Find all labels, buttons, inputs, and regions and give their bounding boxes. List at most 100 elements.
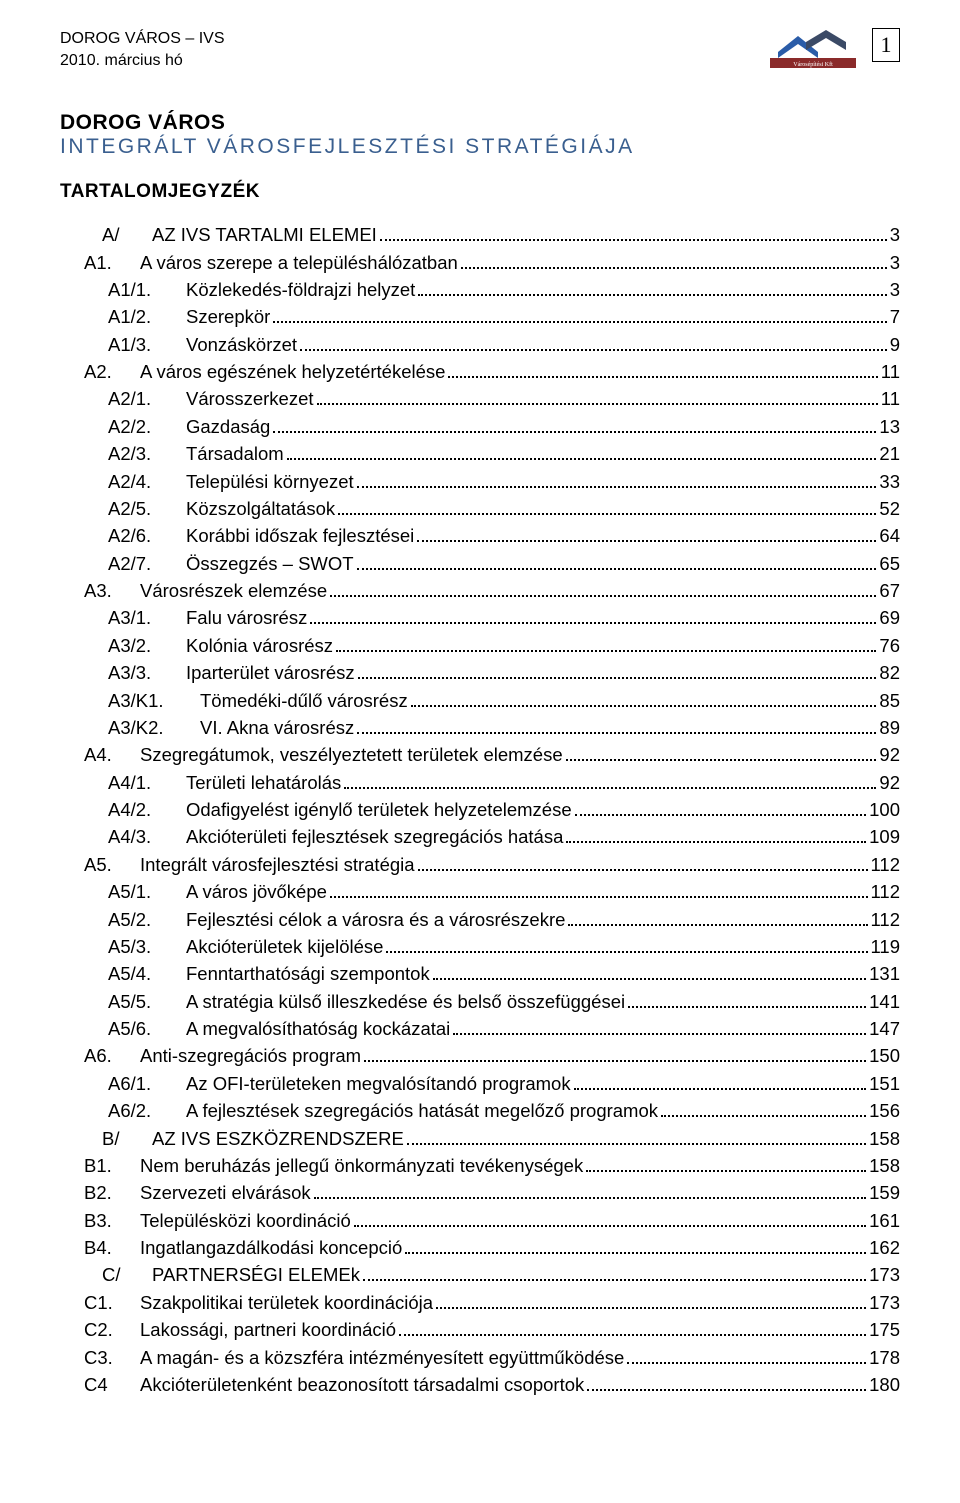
toc-entry-text: Tömedéki-dűlő városrész (200, 690, 408, 711)
toc-entry-text: Nem beruházás jellegű önkormányzati tevé… (140, 1155, 583, 1176)
toc-entry-number: A2/1. (108, 385, 186, 412)
toc-row: B/AZ IVS ESZKÖZRENDSZERE 158 (60, 1125, 900, 1152)
toc-page-number: 3 (890, 249, 900, 276)
toc-heading: TARTALOMJEGYZÉK (60, 181, 900, 203)
toc-entry-text: Odafigyelést igénylő területek helyzetel… (186, 799, 572, 820)
toc-page-number: 178 (869, 1344, 900, 1371)
toc-label: A2/4.Települési környezet (108, 468, 354, 495)
toc-entry-number: A5/1. (108, 878, 186, 905)
toc-entry-number: A2/4. (108, 468, 186, 495)
toc-leader (586, 1156, 866, 1172)
toc-entry-number: A2/7. (108, 550, 186, 577)
toc-page-number: 158 (869, 1125, 900, 1152)
toc-label: A4/3.Akcióterületi fejlesztések szegregá… (108, 823, 563, 850)
toc-page-number: 109 (869, 823, 900, 850)
toc-entry-number: A3/K2. (108, 714, 200, 741)
toc-entry-text: Városszerkezet (186, 388, 314, 409)
toc-row: A1.A város szerepe a településhálózatban… (60, 249, 900, 276)
toc-entry-text: Városrészek elemzése (140, 580, 327, 601)
toc-entry-number: A3/1. (108, 604, 186, 631)
toc-page-number: 9 (890, 331, 900, 358)
toc-row: A4.Szegregátumok, veszélyeztetett terüle… (60, 741, 900, 768)
toc-entry-text: Gazdaság (186, 416, 270, 437)
toc-label: A5/5.A stratégia külső illeszkedése és b… (108, 988, 625, 1015)
toc-entry-text: Anti-szegregációs program (140, 1045, 361, 1066)
toc-page-number: 11 (881, 385, 900, 412)
toc-entry-number: A3/K1. (108, 687, 200, 714)
toc-row: C2.Lakossági, partneri koordináció175 (60, 1316, 900, 1343)
toc-label: A2/3.Társadalom (108, 440, 284, 467)
toc-page-number: 11 (881, 358, 900, 385)
toc-label: A4/2.Odafigyelést igénylő területek hely… (108, 796, 572, 823)
toc-entry-text: Fenntarthatósági szempontok (186, 963, 430, 984)
toc-leader (314, 1184, 866, 1200)
toc-entry-number: B4. (84, 1234, 140, 1261)
toc-entry-number: A6/2. (108, 1097, 186, 1124)
toc-label: A3/K2.VI. Akna városrész (108, 714, 354, 741)
toc-entry-text: Akcióterületi fejlesztések szegregációs … (186, 826, 563, 847)
toc-label: A2/2.Gazdaság (108, 413, 270, 440)
toc-page-number: 162 (869, 1234, 900, 1261)
toc-row: A5/3.Akcióterületek kijelölése119 (60, 933, 900, 960)
toc-part-prefix: B/ (102, 1125, 152, 1152)
toc-page-number: 161 (869, 1207, 900, 1234)
toc-entry-number: A6/1. (108, 1070, 186, 1097)
toc-label: A1/2.Szerepkör (108, 303, 270, 330)
toc-entry-text: Szervezeti elvárások (140, 1182, 311, 1203)
toc-row: A6.Anti-szegregációs program150 (60, 1042, 900, 1069)
toc-entry-number: A3/3. (108, 659, 186, 686)
toc-row: A2/5.Közszolgáltatások52 (60, 495, 900, 522)
toc-entry-text: Ingatlangazdálkodási koncepció (140, 1237, 402, 1258)
toc-leader (448, 362, 877, 378)
toc-leader (568, 910, 867, 926)
toc-label: A1.A város szerepe a településhálózatban (84, 249, 458, 276)
toc-row: A5/2.Fejlesztési célok a városra és a vá… (60, 906, 900, 933)
toc-leader (661, 1101, 866, 1117)
header-line-1: DOROG VÁROS – IVS (60, 28, 224, 50)
toc-label: A3/K1.Tömedéki-dűlő városrész (108, 687, 408, 714)
toc-row: A5/6.A megvalósíthatóság kockázatai147 (60, 1015, 900, 1042)
toc-leader (364, 1047, 866, 1063)
toc-page-number: 112 (871, 906, 901, 933)
company-logo-icon: Városépítési Kft (768, 28, 858, 70)
toc-leader (627, 1348, 866, 1364)
toc-label: A3/2.Kolónia városrész (108, 632, 333, 659)
toc-row: A5/5.A stratégia külső illeszkedése és b… (60, 988, 900, 1015)
toc-leader (418, 280, 886, 296)
toc-entry-text: Integrált városfejlesztési stratégia (140, 854, 415, 875)
toc-part-prefix: C/ (102, 1261, 152, 1288)
toc-entry-number: A4/2. (108, 796, 186, 823)
toc-label: A6.Anti-szegregációs program (84, 1042, 361, 1069)
toc-label: A3/3.Iparterület városrész (108, 659, 355, 686)
toc-entry-number: C3. (84, 1344, 140, 1371)
toc-entry-number: A5/3. (108, 933, 186, 960)
toc-label: A5.Integrált városfejlesztési stratégia (84, 851, 415, 878)
toc-leader (273, 417, 876, 433)
toc-row: A3/1.Falu városrész69 (60, 604, 900, 631)
toc-page-number: 89 (879, 714, 900, 741)
toc-leader (417, 527, 876, 543)
toc-entry-text: AZ IVS TARTALMI ELEMEI (152, 224, 377, 245)
toc-row: A3/K2.VI. Akna városrész 89 (60, 714, 900, 741)
toc-entry-text: Lakossági, partneri koordináció (140, 1319, 396, 1340)
toc-entry-text: Társadalom (186, 443, 284, 464)
toc-page-number: 92 (879, 741, 900, 768)
toc-entry-text: AZ IVS ESZKÖZRENDSZERE (152, 1128, 404, 1149)
toc-row: A1/2.Szerepkör7 (60, 303, 900, 330)
toc-entry-text: Akcióterületek kijelölése (186, 936, 383, 957)
toc-leader (358, 663, 877, 679)
toc-entry-number: A4. (84, 741, 140, 768)
toc-page-number: 52 (879, 495, 900, 522)
toc-entry-text: Kolónia városrész (186, 635, 333, 656)
toc-entry-number: A5/4. (108, 960, 186, 987)
toc-row: A4/2.Odafigyelést igénylő területek hely… (60, 796, 900, 823)
toc-entry-text: A város jövőképe (186, 881, 327, 902)
toc-entry-number: A2/3. (108, 440, 186, 467)
toc-entry-number: A4/3. (108, 823, 186, 850)
toc-row: A5.Integrált városfejlesztési stratégia1… (60, 851, 900, 878)
toc-entry-text: A megvalósíthatóság kockázatai (186, 1018, 450, 1039)
toc-leader (310, 609, 876, 625)
toc-entry-text: Közlekedés-földrajzi helyzet (186, 279, 415, 300)
toc-page-number: 67 (879, 577, 900, 604)
toc-entry-number: A2. (84, 358, 140, 385)
